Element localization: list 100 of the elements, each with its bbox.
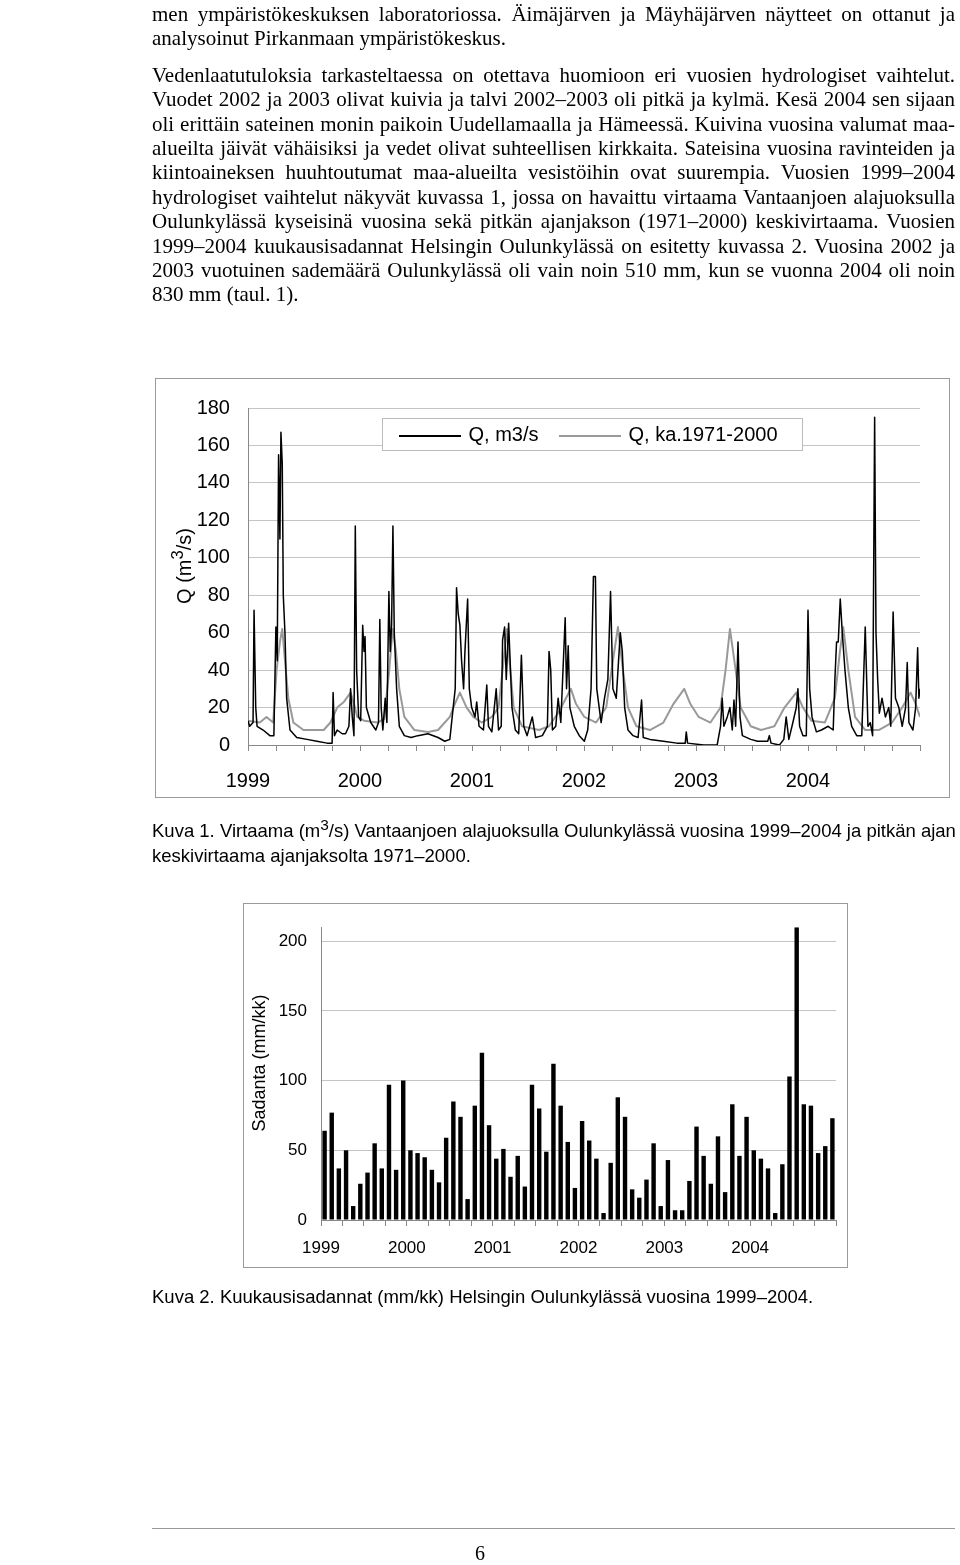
- y-tick-label: 20: [207, 695, 230, 718]
- y-tick-label: 200: [278, 930, 307, 950]
- bar: [565, 1141, 570, 1220]
- y-tick-label: 180: [196, 395, 230, 418]
- x-tick-label: 2000: [337, 768, 383, 791]
- bar: [408, 1150, 413, 1220]
- y-tick-label: 100: [196, 545, 230, 568]
- bar: [465, 1199, 470, 1220]
- bar: [644, 1179, 649, 1220]
- x-tick-label: 2000: [387, 1237, 426, 1257]
- bar: [744, 1116, 749, 1220]
- bar: [637, 1197, 642, 1220]
- text: Kuva 1. Virtaama (m$^{3}$/s) Vantaanjoen alajuoksulla Oulunkylässä vuosina 1999–2004 ja pitkän ajan keskivirtaama ajanjaksolta 1971–2000.: [152, 815, 957, 869]
- bar: [751, 1150, 756, 1220]
- bar: [336, 1168, 342, 1220]
- bar: [730, 1104, 735, 1220]
- bar: [558, 1105, 563, 1220]
- y-tick-label: 60: [207, 620, 230, 643]
- bar: [801, 1104, 807, 1220]
- bar: [472, 1105, 478, 1220]
- bar: [479, 1052, 485, 1220]
- bar: [601, 1213, 606, 1220]
- text: 6: [474, 1542, 486, 1565]
- y-tick-label: 140: [196, 470, 230, 493]
- bar: [715, 1136, 721, 1220]
- bar: [765, 1168, 771, 1220]
- y-axis-title: Sadanta (mm/kk): [248, 994, 270, 1132]
- x-tick-label: 2004: [731, 1237, 770, 1257]
- bar: [372, 1143, 377, 1220]
- x-tick-label: 2001: [473, 1237, 512, 1257]
- bar: [551, 1063, 556, 1220]
- bar: [529, 1084, 535, 1220]
- legend-label: Q, ka.1971-2000: [628, 423, 778, 445]
- bar: [658, 1206, 663, 1220]
- x-tick-label: 1999: [302, 1237, 340, 1257]
- bar: [622, 1116, 628, 1220]
- y-tick-label: 40: [207, 657, 230, 680]
- bar: [579, 1121, 585, 1220]
- bar: [329, 1112, 334, 1220]
- bar: [615, 1097, 621, 1220]
- bar: [665, 1160, 671, 1220]
- y-tick-label: 120: [196, 507, 230, 530]
- bar: [694, 1126, 699, 1220]
- y-tick-label: 160: [196, 432, 230, 455]
- x-tick-label: 2003: [645, 1237, 684, 1257]
- bar: [429, 1169, 435, 1220]
- bar: [701, 1155, 706, 1220]
- bar: [508, 1176, 513, 1220]
- bar: [322, 1130, 327, 1220]
- x-tick-label: 2004: [785, 768, 831, 791]
- bar: [350, 1206, 356, 1220]
- bar: [343, 1150, 349, 1220]
- bar: [780, 1164, 785, 1220]
- x-tick-label: 2002: [559, 1237, 598, 1257]
- bar: [458, 1116, 463, 1220]
- bar: [708, 1183, 714, 1220]
- bar: [608, 1162, 613, 1220]
- x-tick-label: 2003: [673, 768, 719, 791]
- bar: [773, 1213, 778, 1220]
- bar: [386, 1084, 392, 1220]
- y-tick-label: 0: [218, 732, 230, 755]
- bar: [830, 1118, 835, 1220]
- bar: [501, 1148, 506, 1220]
- bar: [486, 1125, 492, 1220]
- bar: [443, 1137, 449, 1220]
- x-tick-label: 2001: [449, 768, 495, 791]
- bar: [522, 1186, 528, 1220]
- bar: [687, 1180, 692, 1220]
- bar: [401, 1080, 406, 1220]
- bar: [436, 1182, 442, 1220]
- legend-label: Q, m3/s: [468, 423, 539, 445]
- y-tick-label: 0: [297, 1209, 307, 1229]
- x-tick-label: 2002: [561, 768, 607, 791]
- bar: [494, 1158, 499, 1220]
- y-tick-label: 50: [288, 1139, 307, 1159]
- bar: [358, 1183, 363, 1220]
- bar: [572, 1187, 578, 1220]
- y-tick-label: 100: [278, 1070, 307, 1090]
- bar: [587, 1140, 592, 1220]
- text: Vedenlaatutuloksia tarkasteltaessa on otettava huomioon eri vuosien hydrologiset vaihtelut. Vuodet 2002 ja 2003 olivat kuivia ja talvi 2002–2003 oli pitkä ja kylmä. Kesä 2004 sen sijaan oli erittäin sateinen monin paikoin Uudellamaalla ja Hämeessä. Kuivina vuosina valumat maa-alueilta jäivät vähäisiksi ja vedet olivat suhteellisen kirkkaita. Sateisina vuosina ravinteiden ja kiintoaineksen huuhtoutumat maa-alueilta vesistöihin ovat suurempia. Vuosien 1999–2004 hydrologiset vaihtelut näkyvät kuvassa 1, jossa on havaittu virtaama Vantaanjoen alajuoksulla Oulunkylässä kyseisinä vuosina sekä pitkän ajanjakson (1971–2000) keskivirtaama. Vuosien 1999–2004 kuukausisadannat Helsingin Oulunkylässä on esitetty kuvassa 2. Vuosina 2002 ja 2003 vuotuinen sademäärä Oulunkylässä oli vain noin 510 mm, kun se vuonna 2004 oli noin 830 mm (taul. 1).: [152, 62, 955, 307]
- bar: [737, 1155, 742, 1220]
- text: men ympäristökeskuksen laboratoriossa. Äimäjärven ja Mäyhäjärven näytteet on ottanut ja analysoinut Pirkanmaan ympäristökeskus.: [152, 2, 955, 51]
- bar: [651, 1143, 656, 1220]
- bar: [758, 1158, 764, 1220]
- bar: [422, 1157, 427, 1220]
- x-tick-label: 1999: [225, 768, 271, 791]
- bar: [672, 1210, 678, 1220]
- bar: [815, 1153, 821, 1220]
- bar: [515, 1155, 520, 1220]
- bar: [594, 1158, 599, 1220]
- bar: [365, 1172, 370, 1220]
- bar: [787, 1076, 792, 1220]
- bar: [722, 1192, 728, 1220]
- bar: [415, 1153, 420, 1220]
- bar: [823, 1146, 828, 1220]
- y-tick-label: 80: [207, 582, 230, 605]
- y-tick-label: 150: [278, 1000, 307, 1020]
- bar: [393, 1169, 399, 1220]
- bar: [679, 1210, 685, 1220]
- text: Kuva 2. Kuukausisadannat (mm/kk) Helsingin Oulunkylässä vuosina 1999–2004.: [152, 1285, 815, 1309]
